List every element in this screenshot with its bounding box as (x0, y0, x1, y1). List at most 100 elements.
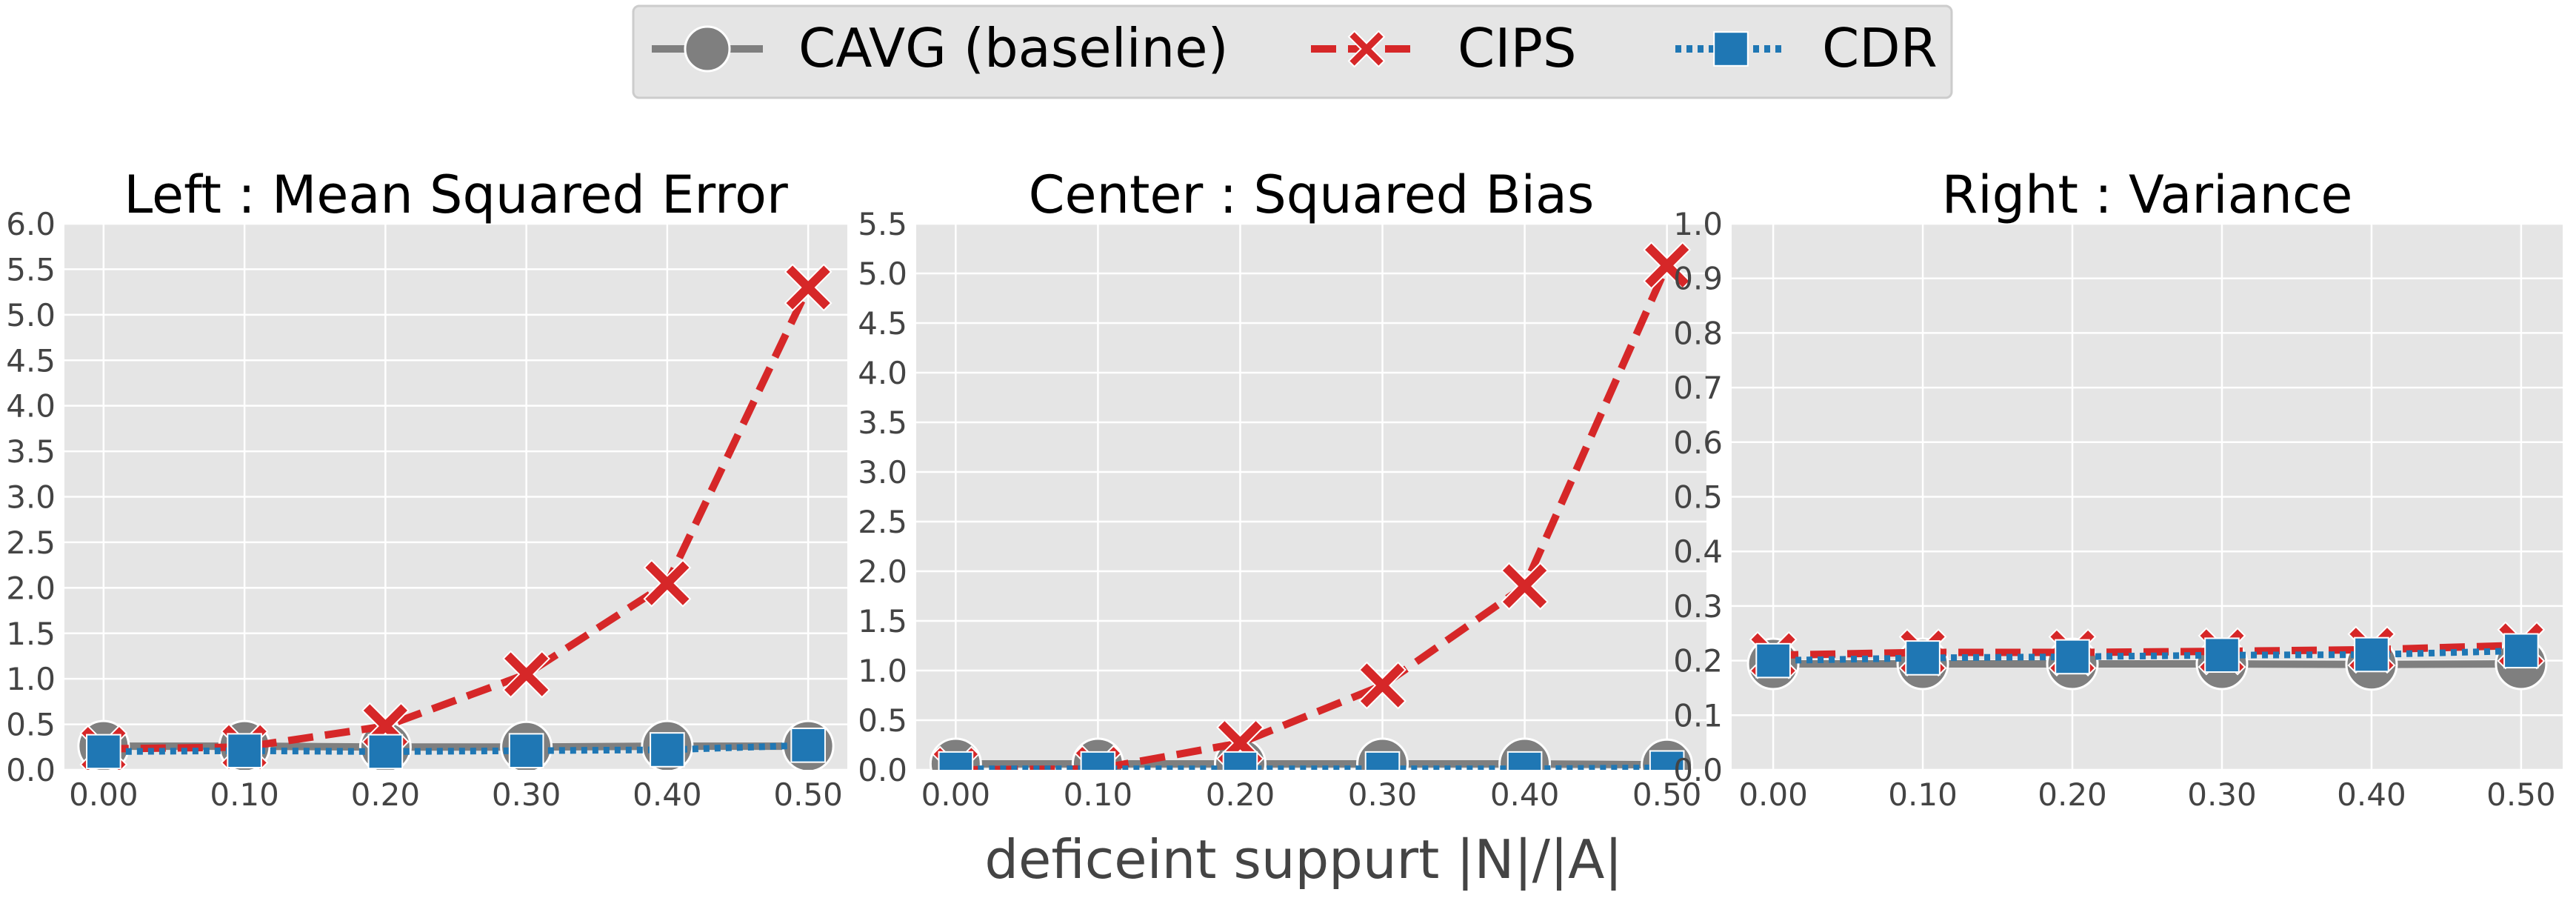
x-tick-label: 0.00 (921, 776, 991, 813)
legend-label: CAVG (baseline) (798, 17, 1229, 79)
legend-entry-cips: CIPS (1311, 17, 1577, 79)
x-tick-label: 0.10 (210, 776, 279, 813)
x-tick-label: 0.40 (2337, 776, 2406, 813)
legend-entry-cavg-baseline: CAVG (baseline) (652, 17, 1229, 79)
data-point (367, 734, 404, 770)
x-tick-label: 0.50 (2486, 776, 2556, 813)
x-tick-label: 0.50 (773, 776, 843, 813)
data-point (650, 732, 685, 768)
series-line (955, 759, 1667, 769)
y-tick-label: 0.5 (858, 702, 907, 739)
data-point (502, 650, 551, 699)
series-line (955, 264, 1671, 770)
legend: CAVG (baseline) CIPS CDR (632, 4, 1953, 99)
series-cdr (86, 728, 826, 770)
series-line (1773, 660, 2521, 668)
series-cdr (1755, 633, 2539, 679)
y-tick-label: 3.0 (858, 454, 907, 490)
data-point (938, 751, 974, 770)
data-point (1755, 642, 1791, 679)
data-point (1506, 751, 1543, 770)
panel-1: 0.0 0.5 1.0 1.5 2.0 2.5 3.0 3.5 4.0 4.5 5.0 5.5 6.0 0… (6, 164, 847, 813)
plot-area (916, 224, 1706, 770)
panel-title: Left : Mean Squared Error (124, 164, 788, 225)
y-tick-label: 6.0 (6, 206, 56, 242)
data-point (784, 263, 832, 312)
y-tick-label: 0.8 (1673, 315, 1723, 351)
y-tick-label: 3.5 (6, 433, 56, 470)
data-point (1222, 751, 1258, 770)
x-tick-label: 0.30 (492, 776, 561, 813)
y-tick-label: 0.9 (1673, 261, 1723, 297)
x-tick-label: 0.30 (2187, 776, 2257, 813)
legend-marker (684, 25, 731, 73)
y-tick-label: 0.0 (6, 752, 56, 788)
x-tick-label: 0.00 (69, 776, 139, 813)
y-tick-label: 4.0 (858, 355, 907, 391)
y-tick-label: 2.0 (6, 570, 56, 606)
data-point (1643, 241, 1692, 290)
y-tick-label: 4.5 (6, 342, 56, 379)
y-tick-label: 0.5 (1673, 479, 1723, 516)
y-tick-label: 0.1 (1673, 697, 1723, 734)
data-point (1080, 751, 1116, 770)
y-tick-label: 1.5 (6, 616, 56, 652)
data-point (86, 734, 121, 770)
legend-entry-cdr: CDR (1675, 17, 1938, 79)
y-tick-label: 3.0 (6, 479, 56, 516)
data-point (2354, 636, 2389, 673)
y-tick-label: 0.4 (1673, 533, 1723, 570)
panel-3: 0.0 0.1 0.2 0.3 0.4 0.5 0.6 0.7 0.8 0.9 1.0 0.00 0.1… (1673, 164, 2563, 813)
panel-2: 0.0 0.5 1.0 1.5 2.0 2.5 3.0 3.5 4.0 4.5 5.0 5.5 0.00… (858, 164, 1706, 813)
legend-label: CIPS (1458, 17, 1577, 79)
x-tick-label: 0.00 (1738, 776, 1808, 813)
legend-frame (632, 4, 1953, 99)
y-tick-label: 0.6 (1673, 425, 1723, 461)
data-point (1358, 661, 1407, 710)
y-tick-label: 2.5 (6, 525, 56, 561)
y-tick-label: 5.5 (6, 251, 56, 287)
y-tick-label: 5.5 (858, 206, 907, 242)
data-point (227, 733, 262, 769)
x-tick-label: 0.40 (633, 776, 702, 813)
series-cdr (938, 750, 1685, 770)
legend-marker (1347, 30, 1386, 68)
data-point (643, 559, 692, 608)
data-point (1501, 562, 1549, 611)
y-tick-label: 3.5 (858, 405, 907, 441)
data-point (2503, 633, 2539, 669)
legend-label: CDR (1822, 17, 1938, 79)
y-tick-label: 0.5 (6, 707, 56, 743)
x-tick-label: 0.10 (1888, 776, 1958, 813)
y-tick-label: 0.0 (1673, 752, 1723, 788)
y-tick-label: 4.5 (858, 305, 907, 342)
data-point (1649, 750, 1685, 770)
y-tick-label: 2.0 (858, 553, 907, 590)
data-point (790, 728, 826, 763)
data-point (1364, 751, 1401, 770)
series-line (1773, 647, 2522, 665)
series-line (1773, 641, 2522, 659)
y-tick-label: 0.3 (1673, 588, 1723, 625)
plot-data (929, 241, 1694, 770)
y-tick-label: 1.0 (6, 661, 56, 697)
y-tick-label: 0.7 (1673, 370, 1723, 406)
y-tick-label: 0.2 (1673, 643, 1723, 679)
x-tick-label: 0.20 (1206, 776, 1275, 813)
x-axis-label: deficeint suppurt |N|/|A| (984, 828, 1622, 891)
x-tick-label: 0.40 (1490, 776, 1560, 813)
series-line (103, 285, 812, 753)
y-tick-label: 2.5 (858, 504, 907, 540)
panel-title: Center : Squared Bias (1029, 164, 1595, 225)
data-point (2055, 639, 2090, 675)
data-point (508, 733, 544, 769)
plot-data (77, 263, 835, 770)
x-tick-label: 0.50 (1632, 776, 1702, 813)
y-tick-label: 1.0 (858, 653, 907, 689)
y-tick-label: 5.0 (6, 297, 56, 333)
data-point (2204, 637, 2240, 674)
x-tick-label: 0.20 (351, 776, 421, 813)
legend-marker (1713, 31, 1749, 67)
panels: 0.0 0.5 1.0 1.5 2.0 2.5 3.0 3.5 4.0 4.5 5.0 5.5 6.0 0… (6, 164, 2563, 813)
